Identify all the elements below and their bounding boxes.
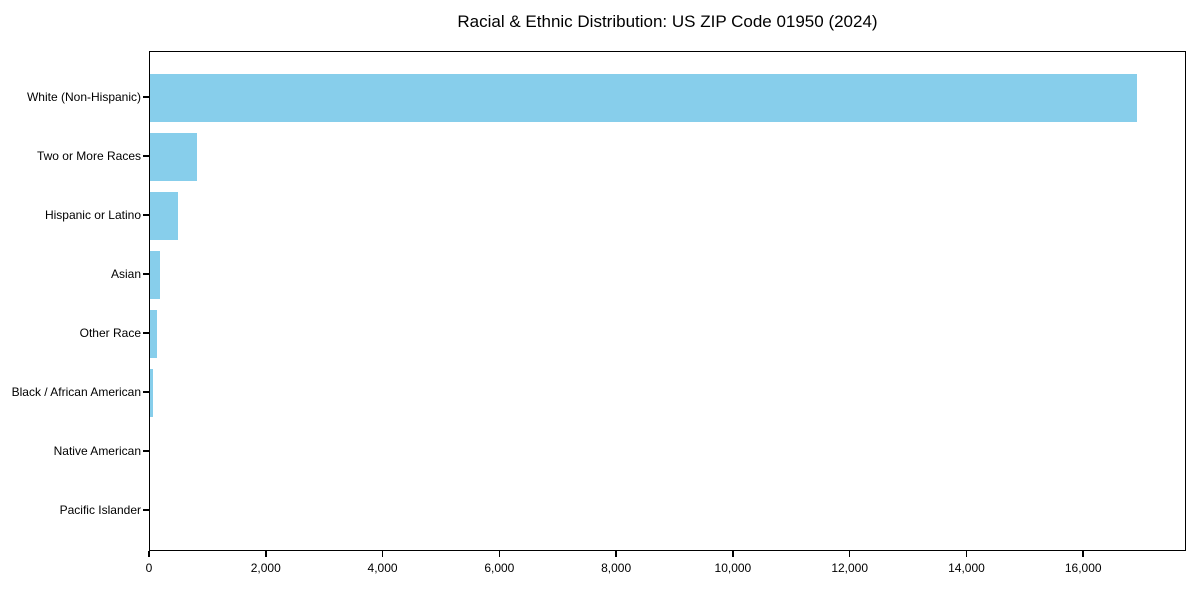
x-tick-mark	[848, 551, 851, 557]
y-tick-label-pacific-islander: Pacific Islander	[59, 503, 141, 517]
x-tick-mark	[265, 551, 267, 557]
y-tick-mark	[143, 96, 149, 98]
bar-white-non-hispanic	[150, 74, 1137, 122]
y-tick-label-native-american: Native American	[53, 444, 141, 458]
x-tick-label-8000: 8,000	[601, 561, 632, 575]
x-tick-label-6000: 6,000	[484, 561, 515, 575]
chart-title: Racial & Ethnic Distribution: US ZIP Cod…	[457, 12, 878, 31]
y-tick-mark	[143, 214, 149, 216]
y-tick-mark	[143, 332, 149, 334]
x-tick-label-14000: 14,000	[948, 561, 985, 575]
x-tick-label-10000: 10,000	[714, 561, 752, 575]
bar-asian	[150, 251, 160, 299]
x-tick-label-4000: 4,000	[367, 561, 398, 575]
y-tick-label-other-race: Other Race	[79, 326, 141, 340]
y-tick-label-hispanic-or-latino: Hispanic or Latino	[44, 208, 141, 222]
y-tick-label-asian: Asian	[110, 267, 141, 281]
x-tick-label-16000: 16,000	[1064, 561, 1102, 575]
y-tick-label-black-african-american: Black / African American	[11, 385, 141, 399]
x-tick-mark	[732, 551, 734, 557]
x-tick-mark	[615, 551, 617, 557]
bar-black-african-american	[150, 369, 153, 417]
y-tick-label-white-non-hispanic: White (Non-Hispanic)	[26, 90, 141, 104]
y-tick-mark	[143, 273, 149, 275]
x-tick-label-2000: 2,000	[250, 561, 281, 575]
bar-other-race	[150, 310, 157, 358]
y-tick-mark	[143, 450, 149, 452]
y-tick-label-two-or-more-races: Two or More Races	[36, 149, 141, 163]
x-tick-mark	[498, 551, 501, 557]
x-tick-mark	[965, 551, 968, 557]
y-tick-mark	[143, 509, 149, 511]
x-tick-label-12000: 12,000	[831, 561, 869, 575]
bar-two-or-more-races	[150, 133, 197, 181]
x-tick-mark	[1082, 551, 1084, 557]
x-tick-mark	[148, 551, 150, 557]
x-tick-mark	[381, 551, 384, 557]
bar-hispanic-or-latino	[150, 192, 179, 240]
y-tick-mark	[143, 391, 149, 393]
plot-area	[149, 51, 1186, 551]
x-tick-label-0: 0	[145, 561, 153, 575]
y-tick-mark	[143, 155, 149, 157]
